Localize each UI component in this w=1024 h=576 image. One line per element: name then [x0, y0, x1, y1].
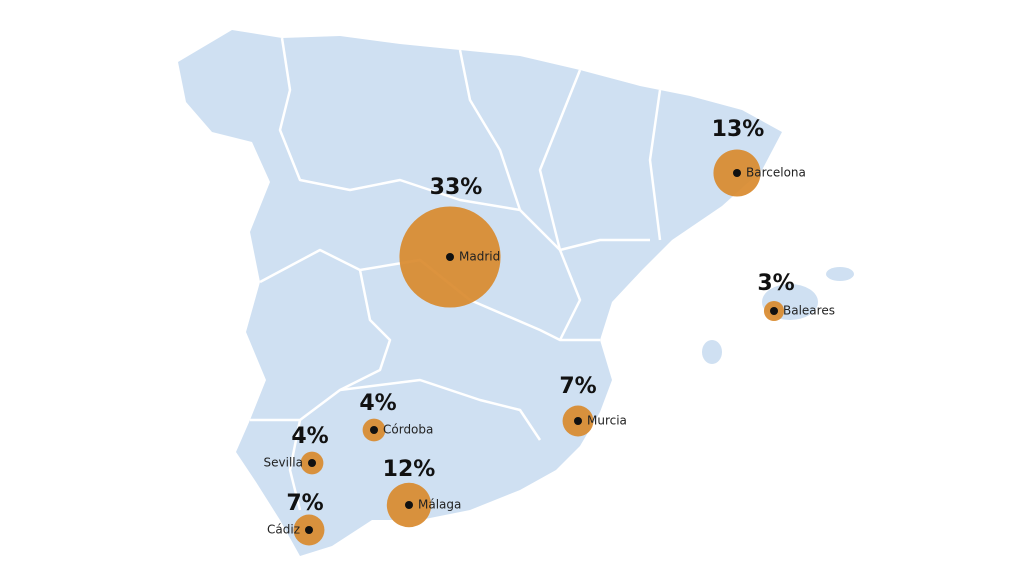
city-name: Sevilla	[264, 456, 303, 470]
border	[458, 49, 522, 211]
city-share: 7%	[559, 374, 596, 399]
city-share: 12%	[383, 457, 436, 482]
city-share: 7%	[286, 491, 323, 516]
city-dot	[574, 417, 582, 425]
city-share: 33%	[430, 175, 483, 200]
city-share: 13%	[712, 117, 765, 142]
city-name: Málaga	[418, 498, 461, 512]
city-dot	[370, 426, 378, 434]
city-dot	[405, 501, 413, 509]
city-share: 4%	[359, 391, 396, 416]
city-dot	[446, 253, 454, 261]
city-name: Murcia	[587, 414, 627, 428]
border	[339, 378, 542, 441]
city-name: Madrid	[459, 250, 500, 264]
city-share: 4%	[291, 424, 328, 449]
spain-land	[178, 30, 854, 556]
city-name: Baleares	[783, 304, 835, 318]
border	[648, 89, 662, 241]
border	[278, 37, 650, 252]
city-share: 3%	[757, 271, 794, 296]
border	[288, 419, 302, 511]
city-dot	[308, 459, 316, 467]
region-borders	[250, 37, 662, 511]
city-dot	[305, 526, 313, 534]
city-name: Barcelona	[746, 166, 806, 180]
ibiza	[702, 340, 722, 364]
city-dot	[733, 169, 741, 177]
city-name: Córdoba	[383, 423, 433, 437]
city-name: Cádiz	[267, 523, 300, 537]
city-dot	[770, 307, 778, 315]
menorca	[826, 267, 854, 281]
